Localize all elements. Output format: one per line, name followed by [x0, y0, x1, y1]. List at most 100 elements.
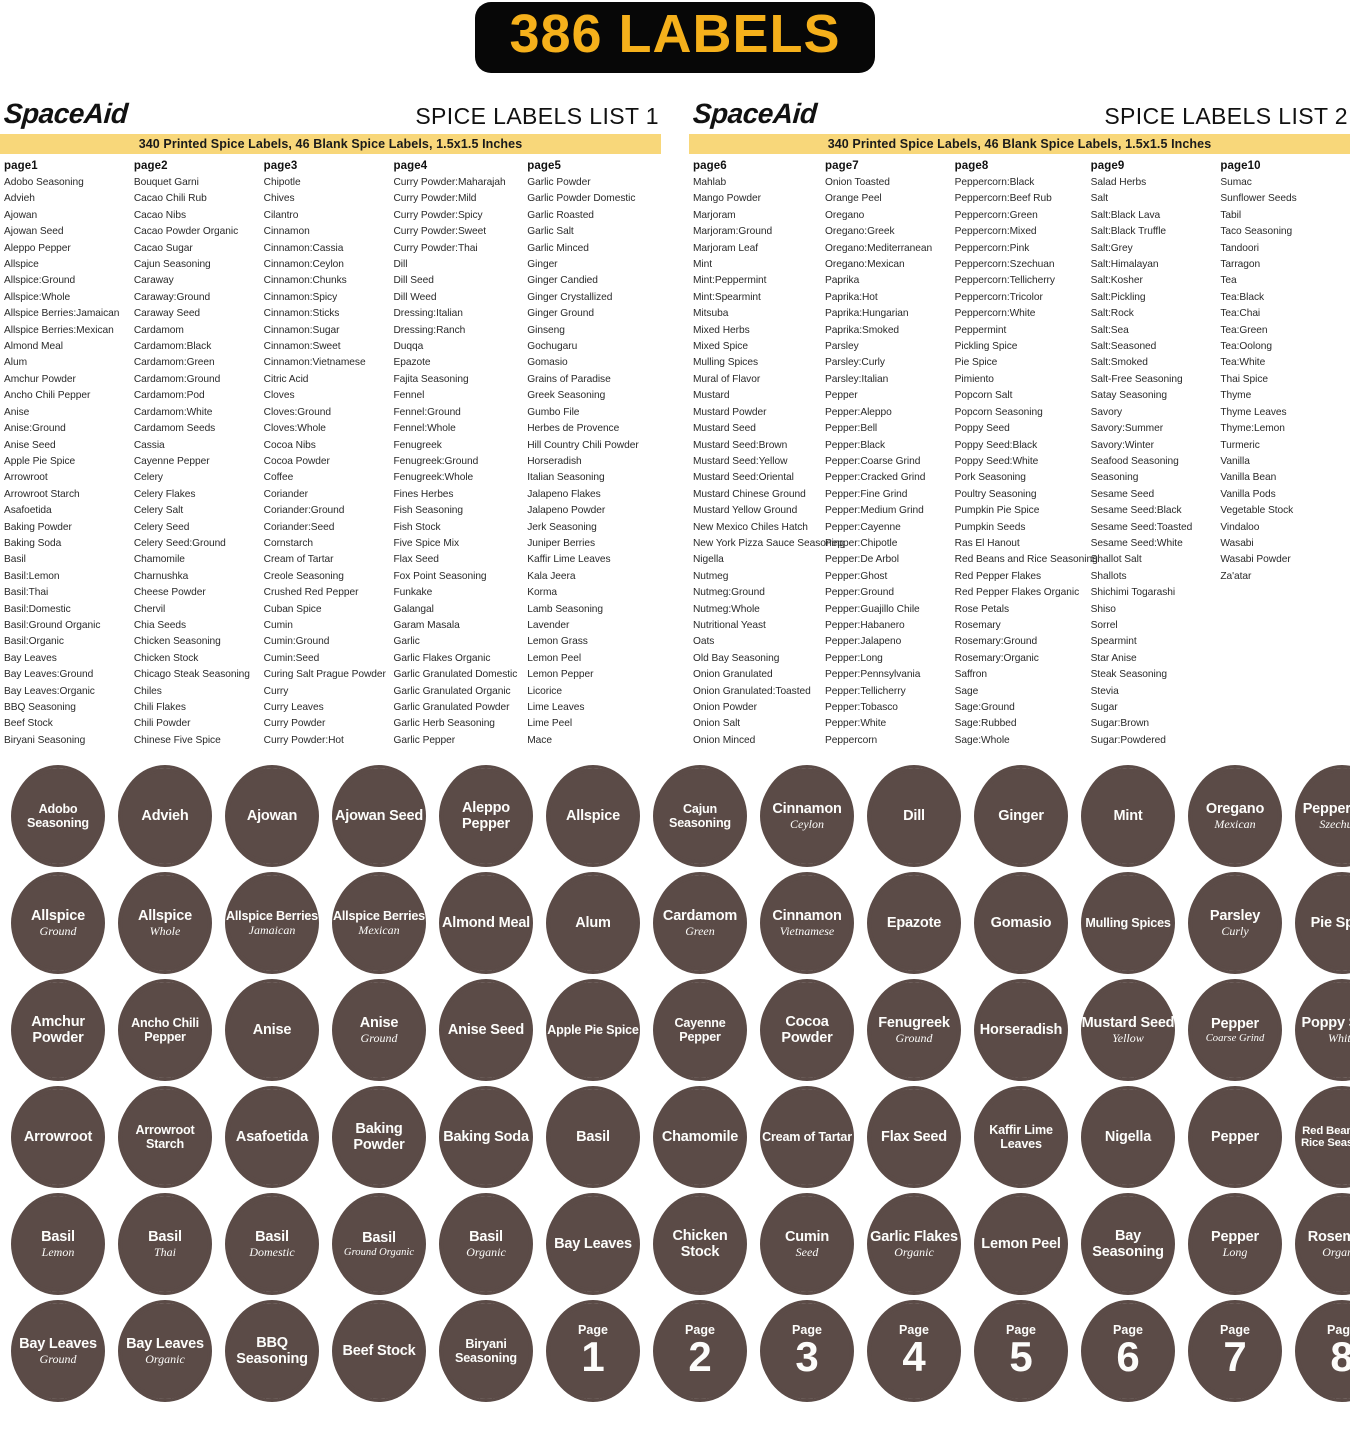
page-number-sticker[interactable]: Page8: [1290, 1298, 1350, 1404]
spice-label-sticker[interactable]: Gomasio: [969, 870, 1073, 976]
spice-label-sticker[interactable]: Mint: [1076, 763, 1180, 869]
spice-label-sticker[interactable]: Horseradish: [969, 977, 1073, 1083]
spice-label-sticker[interactable]: Cocoa Powder: [755, 977, 859, 1083]
page-number-sticker[interactable]: Page 7: [1183, 1298, 1287, 1404]
spice-label-sticker[interactable]: Ginger: [969, 763, 1073, 869]
spice-label-sticker[interactable]: Allspice Berries Jamaican: [220, 870, 324, 976]
page-number: 8: [1330, 1332, 1350, 1380]
list-item: Epazote: [393, 357, 431, 369]
spice-label-sticker[interactable]: Ajowan Seed: [327, 763, 431, 869]
spice-label-sticker[interactable]: Basil Ground Organic: [327, 1191, 431, 1297]
spice-label-sticker[interactable]: Nigella: [1076, 1084, 1180, 1190]
list-item: Basil:Ground Organic: [4, 619, 101, 631]
spice-label-sticker[interactable]: Pepper Coarse Grind: [1183, 977, 1287, 1083]
sticker-fill: [229, 879, 315, 968]
spice-label-sticker[interactable]: Flax Seed: [862, 1084, 966, 1190]
spice-label-sticker[interactable]: Chamomile: [648, 1084, 752, 1190]
spice-label-sticker[interactable]: Biryani Seasoning: [434, 1298, 538, 1404]
spice-label-sticker[interactable]: Arrowroot: [6, 1084, 110, 1190]
spice-label-sticker[interactable]: BBQ Seasoning: [220, 1298, 324, 1404]
spice-label-sticker[interactable]: Aleppo Pepper: [434, 763, 538, 869]
sticker-subtitle: Organic: [894, 1245, 934, 1260]
spice-label-sticker[interactable]: Bay Leaves: [541, 1191, 645, 1297]
spice-label-sticker[interactable]: RosemaryOrganic: [1290, 1191, 1350, 1297]
spice-label-sticker[interactable]: Anise: [220, 977, 324, 1083]
spice-label-sticker[interactable]: Allspice Whole: [113, 870, 217, 976]
spice-label-sticker[interactable]: Bay Leaves Organic: [113, 1298, 217, 1404]
spice-label-sticker[interactable]: Cayenne Pepper: [648, 977, 752, 1083]
page-number-sticker[interactable]: Page 3: [755, 1298, 859, 1404]
spice-label-sticker[interactable]: Amchur Powder: [6, 977, 110, 1083]
spice-label-sticker[interactable]: Allspice Ground: [6, 870, 110, 976]
spice-label-sticker[interactable]: Allspice: [541, 763, 645, 869]
spice-label-sticker[interactable]: Cinnamon Vietnamese: [755, 870, 859, 976]
spice-label-sticker[interactable]: Allspice Berries Mexican: [327, 870, 431, 976]
list-item: Salt:Grey: [1090, 242, 1133, 254]
spice-label-sticker[interactable]: Mulling Spices: [1076, 870, 1180, 976]
list-item: Dill Seed: [393, 275, 434, 287]
spice-label-sticker[interactable]: Apple Pie Spice: [541, 977, 645, 1083]
page-number-sticker[interactable]: Page 6: [1076, 1298, 1180, 1404]
spice-label-sticker[interactable]: Chicken Stock: [648, 1191, 752, 1297]
list-item: Korma: [527, 587, 558, 599]
spice-label-sticker[interactable]: Cinnamon Ceylon: [755, 763, 859, 869]
spice-label-sticker[interactable]: PeppercornSzechuan: [1290, 763, 1350, 869]
list-item: Celery Seed:Ground: [133, 537, 226, 549]
spice-label-sticker[interactable]: Lemon Peel: [969, 1191, 1073, 1297]
sticker-fill: [978, 1093, 1064, 1182]
page-number-sticker[interactable]: Page 2: [648, 1298, 752, 1404]
spice-label-sticker[interactable]: Anise Seed: [434, 977, 538, 1083]
spice-label-sticker[interactable]: Bay Seasoning: [1076, 1191, 1180, 1297]
spice-label-sticker[interactable]: Epazote: [862, 870, 966, 976]
spice-label-sticker[interactable]: Basil Organic: [434, 1191, 538, 1297]
spice-label-sticker[interactable]: Beef Stock: [327, 1298, 431, 1404]
sticker-text: Epazote: [867, 915, 961, 931]
spice-label-sticker[interactable]: Basil Thai: [113, 1191, 217, 1297]
spice-label-sticker[interactable]: Poppy SeedWhite: [1290, 977, 1350, 1083]
spice-label-sticker[interactable]: Ajowan: [220, 763, 324, 869]
list-item: Mint:Spearmint: [693, 291, 761, 303]
page-number-sticker[interactable]: Page 4: [862, 1298, 966, 1404]
spice-label-sticker[interactable]: Basil Lemon: [6, 1191, 110, 1297]
spice-label-sticker[interactable]: Bay Leaves Ground: [6, 1298, 110, 1404]
page-number-sticker[interactable]: Page 1: [541, 1298, 645, 1404]
list-item: Curing Salt Prague Powder: [263, 669, 386, 681]
spice-label-sticker[interactable]: Anise Ground: [327, 977, 431, 1083]
sticker-fill: [978, 772, 1064, 861]
sticker-text: Cayenne Pepper: [653, 1016, 747, 1044]
spice-label-sticker[interactable]: Almond Meal: [434, 870, 538, 976]
spice-label-sticker[interactable]: Cumin Seed: [755, 1191, 859, 1297]
spice-label-sticker[interactable]: Dill: [862, 763, 966, 869]
spice-label-sticker[interactable]: Pepper Long: [1183, 1191, 1287, 1297]
sticker-text: Gomasio: [974, 915, 1068, 931]
list-item: Adobo Seasoning: [4, 177, 84, 188]
page-number-sticker[interactable]: Page 5: [969, 1298, 1073, 1404]
spice-label-sticker[interactable]: Ancho Chili Pepper: [113, 977, 217, 1083]
spice-label-sticker[interactable]: Garlic Flakes Organic: [862, 1191, 966, 1297]
spice-label-sticker[interactable]: Basil Domestic: [220, 1191, 324, 1297]
spice-label-sticker[interactable]: Parsley Curly: [1183, 870, 1287, 976]
spice-label-sticker[interactable]: Cardamom Green: [648, 870, 752, 976]
spice-label-sticker[interactable]: Adobo Seasoning: [6, 763, 110, 869]
spice-label-sticker[interactable]: Fenugreek Ground: [862, 977, 966, 1083]
spice-label-sticker[interactable]: Baking Soda: [434, 1084, 538, 1190]
spice-label-sticker[interactable]: Baking Powder: [327, 1084, 431, 1190]
spice-label-sticker[interactable]: Red Beans and Rice Seasoning: [1290, 1084, 1350, 1190]
list-item: Peppercorn:Pink: [954, 242, 1030, 254]
spice-label-sticker[interactable]: Arrowroot Starch: [113, 1084, 217, 1190]
spice-label-sticker[interactable]: Pepper: [1183, 1084, 1287, 1190]
list-item: Duqqa: [393, 341, 424, 353]
list-item: Fenugreek:Ground: [393, 455, 479, 467]
spice-label-sticker[interactable]: Asafoetida: [220, 1084, 324, 1190]
spice-label-sticker[interactable]: Basil: [541, 1084, 645, 1190]
spice-label-sticker[interactable]: Cajun Seasoning: [648, 763, 752, 869]
spice-label-sticker[interactable]: Oregano Mexican: [1183, 763, 1287, 869]
spice-label-sticker[interactable]: Advieh: [113, 763, 217, 869]
spice-label-sticker[interactable]: Kaffir Lime Leaves: [969, 1084, 1073, 1190]
spice-label-sticker[interactable]: Alum: [541, 870, 645, 976]
sticker-subtitle: Lemon: [41, 1245, 75, 1260]
sticker-text: Basil Organic: [439, 1229, 533, 1259]
spice-label-sticker[interactable]: Pie Spice: [1290, 870, 1350, 976]
spice-label-sticker[interactable]: Cream of Tartar: [755, 1084, 859, 1190]
spice-label-sticker[interactable]: Mustard Seed Yellow: [1076, 977, 1180, 1083]
